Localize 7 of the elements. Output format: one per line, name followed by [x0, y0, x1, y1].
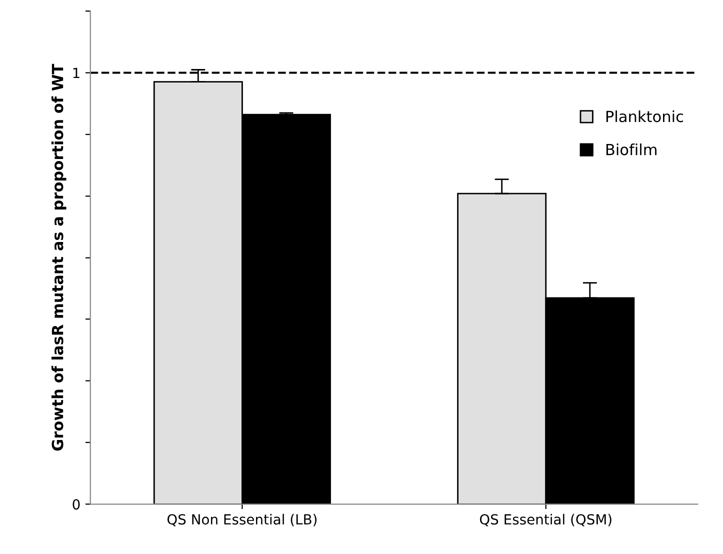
x-tick-label: QS Essential (QSM)	[480, 514, 612, 526]
x-tick-label: QS Non Essential (LB)	[167, 514, 317, 526]
legend-label: Biofilm	[606, 144, 656, 156]
legend-label: Planktonic	[606, 110, 683, 122]
y-axis-title: Growth of lasR mutant as a proportion of WT	[51, 64, 66, 451]
y-tick-label: 0	[72, 499, 80, 510]
y-tick-label: 1	[73, 68, 80, 78]
